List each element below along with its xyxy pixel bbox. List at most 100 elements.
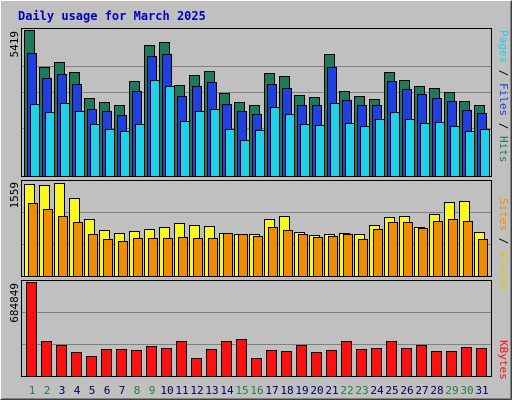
hits-files-pages-pages-bar-day-2 [45,112,55,177]
hits-files-pages-pages-bar-day-4 [75,111,85,177]
visits-sites-sites-bar-day-7 [118,241,128,277]
visits-sites-sites-bar-day-20 [313,237,323,277]
day-label-15: 15 [235,384,248,397]
kbytes-kbytes-bar-day-12 [191,358,202,377]
kbytes-kbytes-bar-day-20 [311,352,322,377]
day-label-10: 10 [160,384,173,397]
day-label-22: 22 [340,384,353,397]
legend-sites: Sites [497,198,510,231]
day-label-9: 9 [149,384,156,397]
kbytes-kbytes-bar-day-8 [131,350,142,377]
hits-files-pages-pages-bar-day-29 [450,126,460,177]
visits-sites-sites-bar-day-28 [433,221,443,277]
visits-sites-sites-bar-day-27 [418,228,428,277]
day-labels: 1 2 3 4 5 6 7 8 9 10 11 12 13 14 15 16 17 18 19 20 21 22 23 24 2… [29,384,489,397]
day-label-20: 20 [310,384,323,397]
visits-sites-sites-bar-day-23 [358,239,368,277]
day-label-2: 2 [44,384,51,397]
day-label-8: 8 [134,384,141,397]
hits-files-pages-pages-bar-day-19 [300,124,310,177]
kbytes-panel-legend: KBytes [497,340,510,380]
kbytes-kbytes-bar-day-11 [176,341,187,377]
day-label-14: 14 [220,384,234,397]
day-label-24: 24 [370,384,384,397]
day-label-31: 31 [475,384,488,397]
legend-hits: Hits [497,136,510,163]
day-label-26: 26 [400,384,413,397]
visits-sites-sites-bar-day-8 [133,238,143,277]
kbytes-kbytes-bar-day-15 [236,339,247,377]
visits-sites-sites-bar-day-19 [298,234,308,277]
kbytes-kbytes-bar-day-30 [461,347,472,377]
day-label-3: 3 [59,384,66,397]
hits-files-pages-pages-bar-day-8 [135,124,145,177]
visits-sites-sites-bar-day-29 [448,219,458,277]
hits-files-pages-pages-bar-day-6 [105,129,115,177]
kbytes-kbytes-bar-day-18 [281,351,292,377]
day-label-27: 27 [415,384,428,397]
hits-files-pages-pages-bar-day-5 [90,124,100,177]
kbytes-kbytes-bar-day-25 [386,341,397,377]
kbytes-kbytes-bar-day-1 [26,282,37,377]
kbytes-kbytes-bar-day-26 [401,348,412,377]
legend-files: Files [497,83,510,116]
visits-sites-sites-bar-day-14 [223,233,233,277]
visits-sites-sites-bar-day-26 [403,222,413,277]
day-label-28: 28 [430,384,443,397]
kbytes-kbytes-bar-day-5 [86,356,97,377]
hits-files-pages-pages-bar-day-23 [360,126,370,177]
visits-sites-sites-bar-day-10 [163,238,173,277]
day-label-19: 19 [295,384,308,397]
day-label-5: 5 [89,384,96,397]
visits-ymax-label: 1559 [8,182,21,209]
hits-files-pages-pages-bar-day-9 [150,80,160,177]
visits-sites-sites-bar-day-25 [388,222,398,277]
hits-files-pages-pages-bar-day-27 [420,123,430,177]
chart-title: Daily usage for March 2025 [18,9,206,23]
visits-sites-sites-bar-day-30 [463,221,473,277]
visits-sites-sites-bar-day-31 [478,239,488,277]
visits-sites-sites-bar-day-21 [328,236,338,277]
kbytes-kbytes-bar-day-6 [101,349,112,377]
hits-files-pages-pages-bar-day-10 [165,86,175,177]
kbytes-kbytes-bar-day-19 [296,345,307,377]
day-label-1: 1 [29,384,36,397]
kbytes-kbytes-bar-day-27 [416,345,427,377]
visits-sites-sites-bar-day-5 [88,234,98,277]
hits-panel-legend: Pages / Files / Hits [497,30,510,163]
legend-kbytes: KBytes [497,340,510,380]
day-label-23: 23 [355,384,368,397]
hits-files-pages-pages-bar-day-30 [465,131,475,177]
visits-sites-sites-bar-day-12 [193,238,203,277]
visits-sites-sites-bar-day-24 [373,229,383,277]
kbytes-kbytes-bar-day-16 [251,358,262,377]
visits-sites-sites-bar-day-22 [343,234,353,277]
hits-files-pages-pages-bar-day-17 [270,107,280,177]
kbytes-kbytes-bar-day-14 [221,341,232,377]
day-label-4: 4 [74,384,81,397]
visits-sites-sites-bar-day-11 [178,237,188,277]
day-label-29: 29 [445,384,458,397]
legend-visits: Visits [497,251,510,291]
day-label-7: 7 [119,384,126,397]
hits-files-pages-pages-bar-day-25 [390,112,400,177]
visits-sites-sites-bar-day-15 [238,234,248,277]
legend-pages: Pages [497,30,510,63]
hits-files-pages-pages-bar-day-1 [30,104,40,177]
kbytes-kbytes-bar-day-10 [161,348,172,377]
visits-sites-sites-bar-day-2 [43,209,53,277]
hits-files-pages-pages-bar-day-20 [315,125,325,177]
day-label-17: 17 [265,384,278,397]
hits-files-pages-pages-bar-day-15 [240,140,250,177]
kbytes-kbytes-bar-day-29 [446,351,457,377]
day-label-13: 13 [205,384,218,397]
hits-files-pages-pages-bar-day-13 [210,109,220,177]
visits-sites-sites-bar-day-17 [268,227,278,277]
kbytes-kbytes-bar-day-9 [146,346,157,377]
kbytes-kbytes-bar-day-21 [326,350,337,377]
hits-ymax-label: 5419 [8,31,21,58]
kbytes-kbytes-bar-day-17 [266,350,277,377]
day-label-21: 21 [325,384,338,397]
day-label-25: 25 [385,384,398,397]
